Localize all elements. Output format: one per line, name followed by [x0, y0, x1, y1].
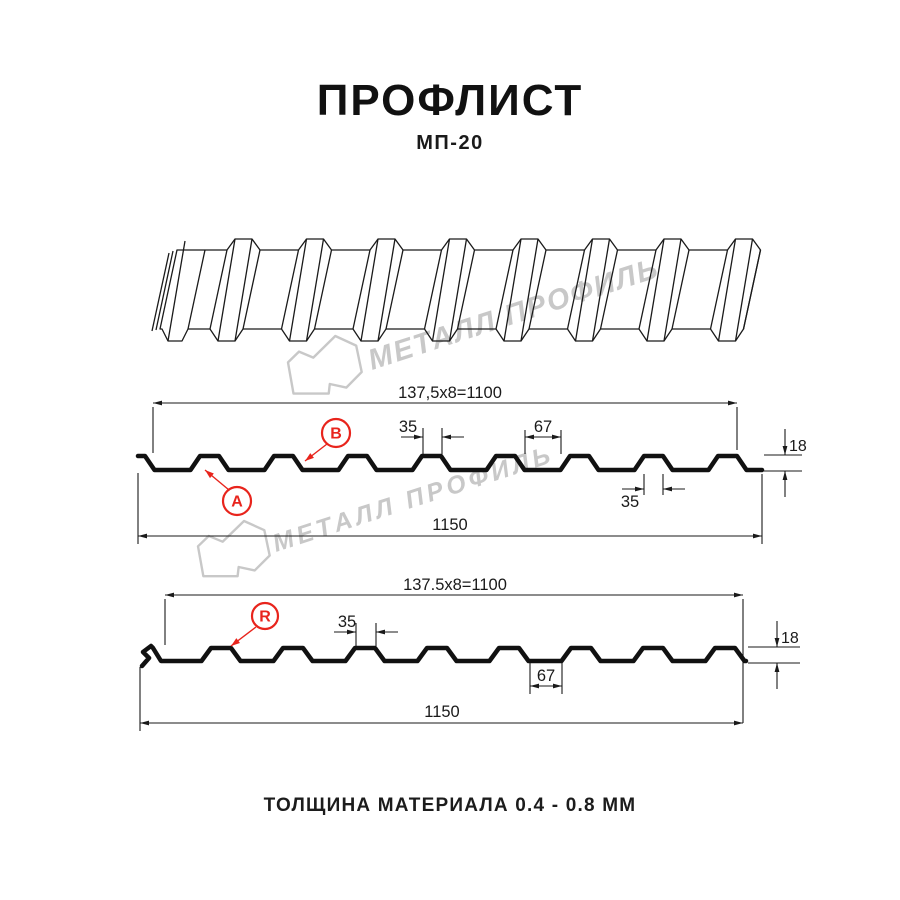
sheet3d-rib-line [566, 249, 586, 330]
sheet3d-left-edge [151, 252, 170, 332]
sheet3d-rib-line [528, 249, 547, 330]
sheet3d-left-edge [187, 249, 206, 330]
arrowhead [782, 471, 788, 480]
dim-label: 35 [621, 493, 639, 511]
dim-label: 35 [338, 613, 356, 631]
callout-circle [320, 417, 352, 449]
arrowhead [376, 629, 385, 635]
sheet3d-rib-line [663, 238, 682, 342]
callout-arrowhead [231, 638, 240, 646]
sheet3d-rib-line [599, 249, 619, 330]
sheet3d-left-edge [155, 250, 174, 331]
metall-profil-logo-watermark [196, 519, 271, 578]
sheet3d-rib-line [280, 249, 300, 330]
arrowhead [414, 434, 423, 440]
arrowhead [663, 486, 672, 492]
arrowhead [734, 720, 743, 726]
callout-circle [221, 485, 253, 517]
sheet3d-rib-line [591, 238, 611, 342]
watermark-text: МЕТАЛЛ ПРОФИЛЬ [364, 252, 663, 376]
sheet3d-rib-line [209, 249, 228, 330]
arrowhead [774, 638, 780, 647]
arrowhead [347, 629, 356, 635]
sheet3d-right-edge [742, 249, 762, 330]
sheet3d-rib-line [734, 238, 754, 342]
arrowhead [525, 434, 534, 440]
callout-letter: R [259, 609, 271, 626]
sheet3d-rib-line [313, 249, 333, 330]
sheet3d-rib-line [360, 238, 379, 342]
arrowhead [530, 683, 539, 689]
dim-label: 1150 [424, 703, 459, 721]
dim-label: 67 [537, 667, 555, 685]
sheet3d-rib-line [377, 238, 396, 342]
page-title: ПРОФЛИСТ [316, 76, 584, 125]
material-note: ТОЛЩИНА МАТЕРИАЛА 0.4 - 0.8 ММ [263, 795, 637, 816]
callout-arrowhead [205, 470, 214, 479]
dim-label: 137.5x8=1100 [403, 576, 507, 594]
sheet3d-rib-line [503, 238, 522, 342]
arrowhead [774, 663, 780, 672]
dim-label: 67 [534, 418, 552, 436]
callout-letter: B [330, 426, 342, 443]
sheet3d-rib-line [574, 238, 594, 342]
dim-label: 18 [789, 438, 807, 455]
sheet3d-rib-line [217, 238, 236, 342]
sheet3d-rib-line [288, 238, 308, 342]
profile-cross-section [135, 453, 765, 473]
sheet3d-rib-line [305, 238, 325, 342]
arrowhead [165, 592, 174, 598]
callout-circle [250, 601, 280, 631]
dim-label: 35 [399, 418, 417, 436]
dim-label: 18 [781, 630, 799, 647]
callout-arrowhead [305, 453, 314, 461]
profile-cross-section [139, 643, 749, 669]
sheet3d-rib-line [520, 238, 539, 342]
sheet3d-rib-line [448, 238, 468, 342]
sheet3d-far-edge [176, 238, 762, 251]
sheet3d-rib-line [352, 249, 371, 330]
arrowhead [753, 533, 762, 539]
arrowhead [635, 486, 644, 492]
sheet3d-rib-line [242, 249, 261, 330]
product-code: МП-20 [416, 132, 484, 154]
arrowhead [140, 720, 149, 726]
arrowhead [728, 400, 737, 406]
sheet3d-rib-line [495, 249, 514, 330]
arrowhead [553, 683, 562, 689]
arrowhead [734, 592, 743, 598]
sheet3d-rib-line [717, 238, 737, 342]
sheet3d-rib-line [646, 238, 665, 342]
sheet3d-rib-line [431, 238, 451, 342]
sheet3d-rib-line [456, 249, 476, 330]
sheet3d-left-edge [159, 249, 178, 330]
sheet3d-rib-line [709, 249, 729, 330]
dim-label: 1150 [432, 516, 467, 534]
arrowhead [552, 434, 561, 440]
sheet3d-rib-line [234, 238, 253, 342]
arrowhead [782, 446, 788, 455]
sheet3d-left-edge [167, 240, 186, 342]
dim-label: 137,5x8=1100 [398, 384, 502, 402]
metall-profil-logo-watermark [286, 334, 363, 395]
sheet3d-rib-line [423, 249, 443, 330]
sheet3d-rib-line [385, 249, 404, 330]
arrowhead [442, 434, 451, 440]
sheet3d-rib-line [638, 249, 657, 330]
arrowhead [153, 400, 162, 406]
sheet3d-rib-line [671, 249, 690, 330]
arrowhead [138, 533, 147, 539]
callout-letter: A [231, 494, 243, 511]
